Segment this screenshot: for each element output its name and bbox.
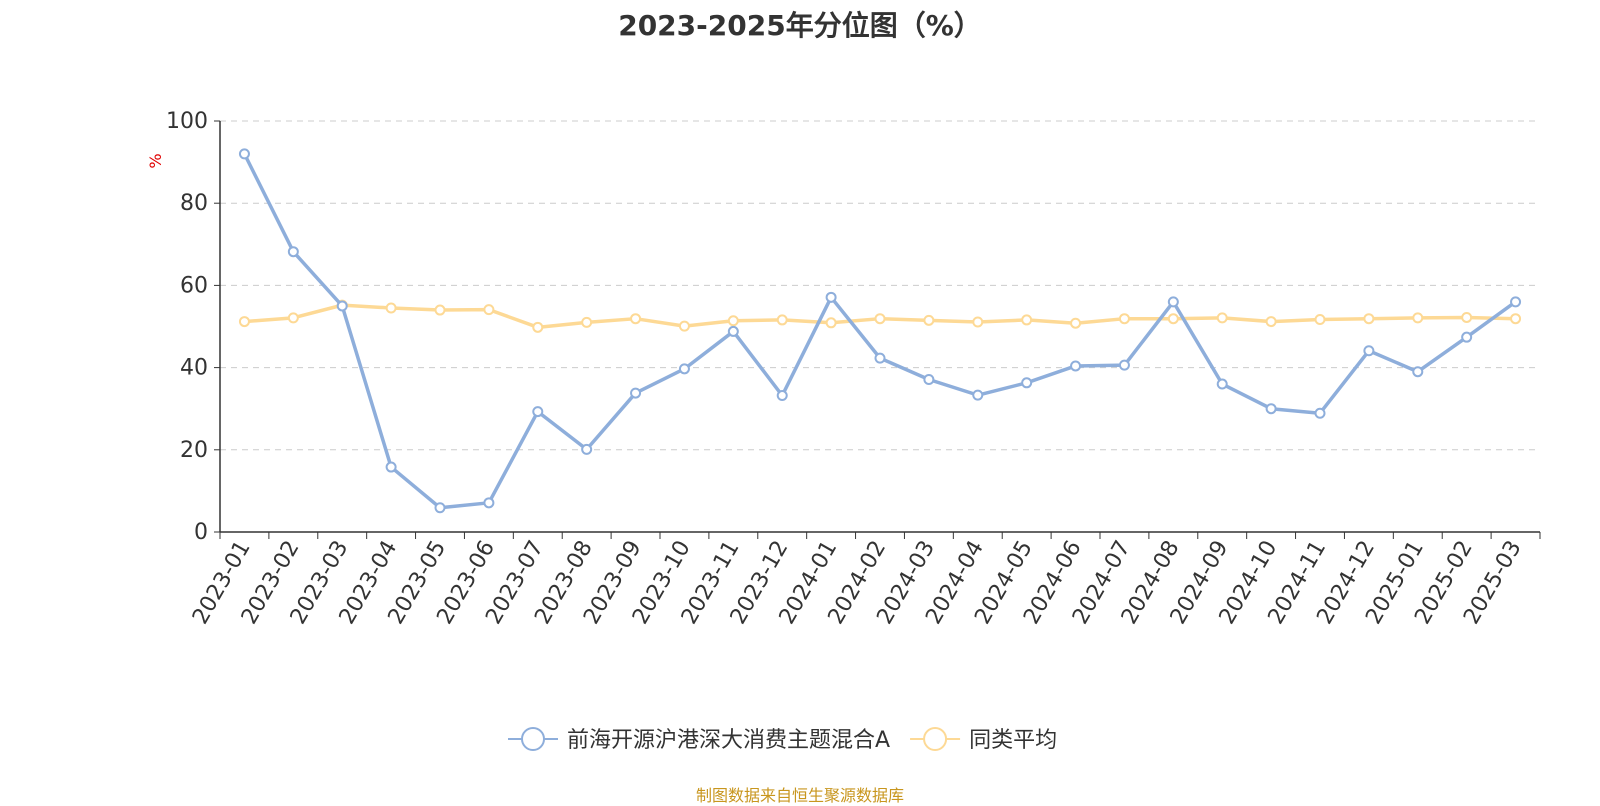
legend-label: 同类平均: [969, 728, 1057, 753]
source-note: 制图数据来自恒生聚源数据库: [695, 786, 904, 805]
data-point: [1216, 312, 1228, 324]
y-tick-label: 40: [180, 356, 208, 381]
data-point: [434, 502, 446, 514]
data-point: [630, 313, 642, 325]
data-point: [1314, 314, 1326, 326]
data-point: [1461, 331, 1473, 343]
legend-label: 前海开源沪港深大消费主题混合A: [567, 728, 890, 753]
legend-marker: [521, 727, 545, 751]
data-point: [1363, 345, 1375, 357]
legend-marker: [923, 727, 948, 751]
data-point: [727, 315, 739, 327]
data-point: [581, 443, 593, 455]
data-point: [1412, 366, 1424, 378]
data-point: [972, 389, 984, 401]
data-point: [1167, 296, 1179, 308]
data-point: [874, 352, 886, 364]
data-point: [678, 320, 690, 332]
data-point: [1021, 377, 1033, 389]
data-point: [434, 304, 446, 316]
data-point: [1412, 312, 1424, 324]
data-point: [532, 406, 544, 418]
data-point: [1118, 359, 1130, 371]
data-point: [630, 387, 642, 399]
data-point: [1265, 403, 1277, 415]
data-point: [581, 316, 593, 328]
y-tick-label: 20: [180, 438, 208, 463]
y-axis-label: %: [146, 153, 165, 168]
data-point: [1461, 311, 1473, 323]
data-point: [385, 461, 397, 473]
data-point: [385, 302, 397, 314]
data-point: [238, 148, 250, 160]
data-point: [727, 325, 739, 337]
data-point: [1070, 317, 1082, 329]
series-line-0: [242, 153, 1517, 510]
data-point: [1363, 313, 1375, 325]
data-point: [1265, 316, 1277, 328]
y-tick-label: 60: [180, 273, 208, 298]
data-point: [923, 314, 935, 326]
data-point: [1216, 378, 1228, 390]
data-point: [238, 316, 250, 328]
data-point: [1314, 407, 1326, 419]
data-point: [1118, 313, 1130, 325]
data-point: [287, 246, 299, 258]
data-point: [923, 374, 935, 386]
data-point: [776, 314, 788, 326]
data-point: [1510, 313, 1522, 325]
data-point: [874, 313, 886, 325]
data-point: [1021, 314, 1033, 326]
data-point: [287, 312, 299, 324]
data-point: [678, 363, 690, 375]
data-point: [825, 291, 837, 303]
chart-title: 2023-2025年分位图（%）: [618, 9, 982, 42]
data-point: [972, 316, 984, 328]
data-point: [1070, 360, 1082, 372]
data-point: [825, 317, 837, 329]
data-point: [1510, 296, 1522, 308]
data-point: [336, 300, 348, 312]
data-point: [776, 390, 788, 402]
data-point: [483, 304, 495, 316]
data-point: [532, 321, 544, 333]
y-tick-label: 100: [166, 109, 208, 134]
y-tick-label: 0: [194, 520, 208, 545]
y-tick-label: 80: [180, 191, 208, 216]
data-point: [483, 497, 495, 509]
data-point: [1167, 313, 1179, 325]
